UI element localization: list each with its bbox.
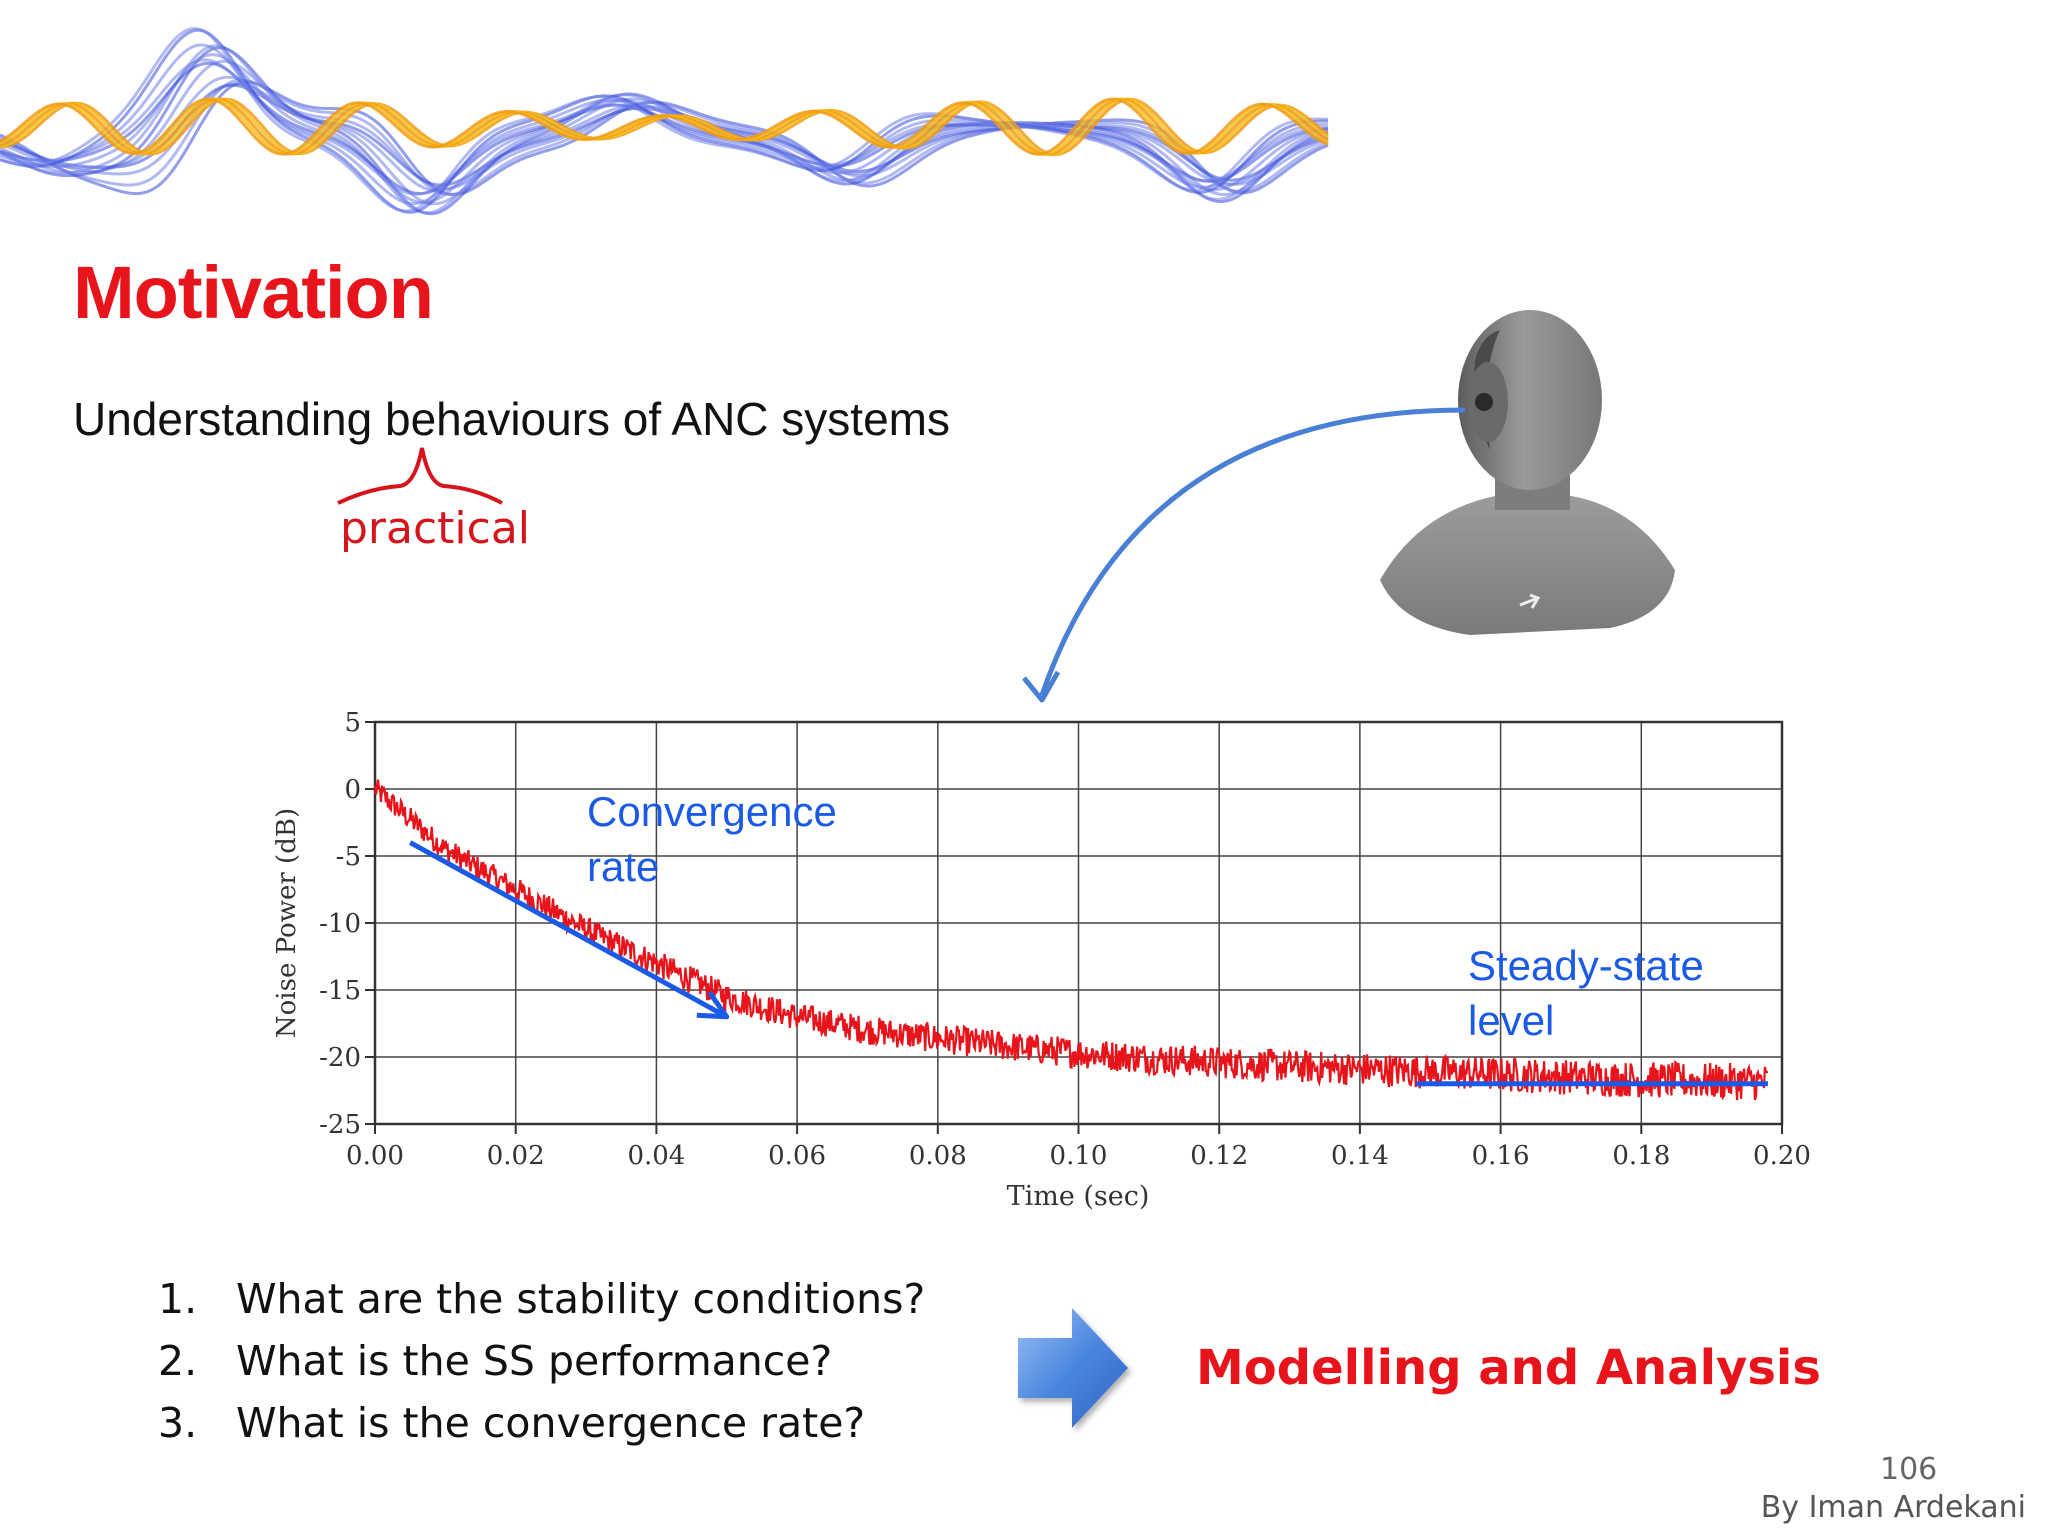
y-axis-label: Noise Power (dB) [272, 808, 302, 1038]
slide-subtitle: Understanding behaviours of ANC systems [73, 393, 950, 445]
right-arrow-icon [1018, 1308, 1128, 1428]
question-number-2: 2. [158, 1337, 198, 1385]
question-number-1: 1. [158, 1275, 198, 1323]
y-tick-label: -5 [336, 842, 361, 872]
question-text-3: What is the convergence rate? [236, 1399, 866, 1447]
banner-wave-blue [0, 53, 1329, 205]
practical-annotation: practical [340, 503, 531, 554]
convergence-arrowhead-icon [696, 990, 730, 1020]
convergence-rate-arrow [408, 840, 728, 1019]
x-tick-label: 0.20 [1753, 1141, 1811, 1171]
plot-frame [373, 720, 1784, 1126]
steady-state-label-line1: Steady-state [1468, 942, 1704, 989]
y-tick-label: -20 [319, 1043, 361, 1073]
chart-grid [365, 721, 1783, 1134]
question-text-1: What are the stability conditions? [236, 1275, 926, 1323]
convergence-label-line1: Convergence [587, 788, 837, 835]
banner-wave-blue [0, 59, 1329, 206]
noise-power-chart: 5 0 -5 -10 -15 -20 -25 0.00 0.02 0.04 0.06 0.08 0.1… [272, 708, 1811, 1212]
author-credit: By Iman Ardekani [1760, 1490, 2026, 1525]
x-tick-label: 0.06 [768, 1141, 826, 1171]
question-number-3: 3. [158, 1399, 198, 1447]
x-tick-label: 0.08 [909, 1141, 967, 1171]
x-axis-label: Time (sec) [1007, 1181, 1150, 1212]
y-tick-label: 5 [344, 708, 361, 738]
curved-arrow-icon [1022, 407, 1466, 703]
banner-wave-blue [0, 27, 1329, 213]
x-tick-label: 0.00 [346, 1141, 404, 1171]
y-tick-label: -10 [319, 909, 361, 939]
convergence-label-line2: rate [587, 843, 659, 890]
x-tick-label: 0.18 [1612, 1141, 1670, 1171]
x-tick-label: 0.02 [487, 1141, 545, 1171]
x-tick-label: 0.10 [1050, 1141, 1108, 1171]
y-tick-labels: 5 0 -5 -10 -15 -20 -25 [319, 708, 361, 1140]
brace-annotation-icon [337, 447, 503, 505]
x-tick-label: 0.14 [1331, 1141, 1389, 1171]
banner-wave-blue [0, 28, 1328, 214]
slide-title: Motivation [73, 251, 434, 334]
banner-wave-orange [0, 97, 1329, 156]
y-tick-label: 0 [344, 775, 361, 805]
x-tick-label: 0.16 [1472, 1141, 1530, 1171]
steady-state-label-line2: level [1468, 997, 1554, 1044]
conclusion-text: Modelling and Analysis [1196, 1340, 1821, 1396]
dummy-head-image [1380, 310, 1675, 635]
y-tick-label: -15 [319, 976, 361, 1006]
noise-power-series-line [373, 779, 1769, 1101]
x-tick-labels: 0.00 0.02 0.04 0.06 0.08 0.10 0.12 0.14 0.16 0.18… [346, 1141, 1811, 1171]
page-number: 106 [1880, 1452, 1938, 1487]
y-tick-label: -25 [319, 1110, 361, 1140]
x-tick-label: 0.04 [627, 1141, 685, 1171]
sound-wave-banner [0, 27, 1329, 216]
x-tick-label: 0.12 [1190, 1141, 1248, 1171]
question-text-2: What is the SS performance? [236, 1337, 833, 1385]
